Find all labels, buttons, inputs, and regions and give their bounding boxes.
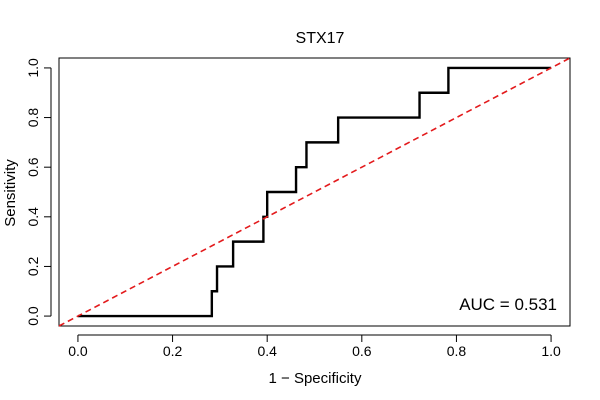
auc-annotation: AUC = 0.531 — [459, 295, 557, 314]
x-tick-label: 1.0 — [541, 343, 561, 359]
y-axis-label: Sensitivity — [2, 159, 19, 227]
y-tick-label: 0.8 — [25, 108, 41, 128]
chart-title: STX17 — [296, 30, 345, 47]
x-tick-label: 0.0 — [68, 343, 88, 359]
x-tick-label: 0.2 — [163, 343, 183, 359]
y-tick-label: 0.6 — [25, 157, 41, 177]
x-tick-label: 0.4 — [257, 343, 277, 359]
y-tick-label: 0.0 — [25, 306, 41, 326]
y-tick-label: 0.4 — [25, 207, 41, 227]
x-axis-label: 1 − Specificity — [269, 370, 362, 387]
x-tick-label: 0.8 — [447, 343, 467, 359]
y-tick-label: 0.2 — [25, 257, 41, 277]
reference-diagonal-line — [58, 57, 571, 327]
y-tick-label: 1.0 — [25, 58, 41, 78]
x-tick-label: 0.6 — [352, 343, 372, 359]
roc-curve-line — [77, 66, 552, 318]
plot-frame — [58, 57, 571, 327]
